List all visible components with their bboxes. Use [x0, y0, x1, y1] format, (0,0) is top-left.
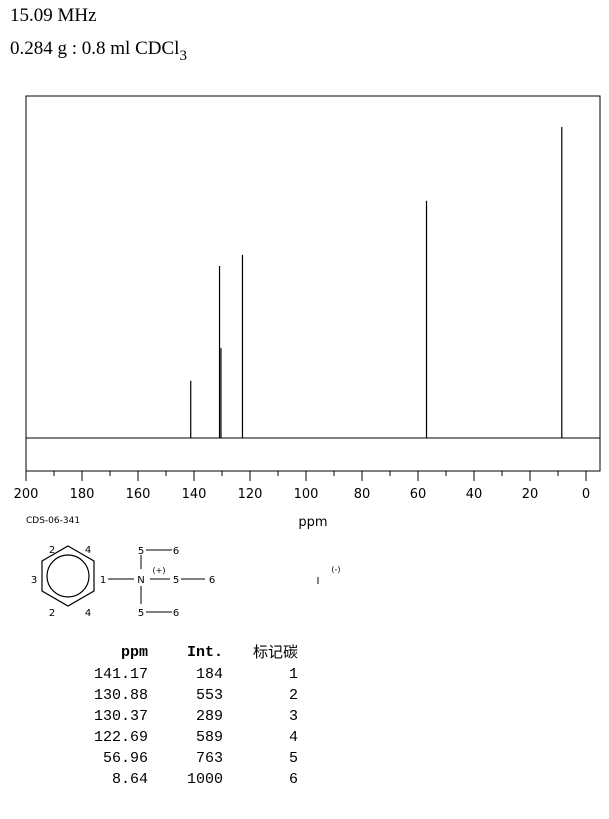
x-axis-ticks: 200 180 160 140 120 100 80 60 40 20 0: [14, 471, 590, 502]
sample-subscript: 3: [179, 48, 187, 64]
table-row: 56.96 763 5: [70, 748, 298, 769]
aromatic-circle: [46, 554, 90, 598]
cell-intensity: 1000: [186, 771, 223, 788]
table-row: 130.37 289 3: [70, 706, 298, 727]
cell-intensity: 553: [195, 687, 223, 704]
x-axis-label: ppm: [298, 515, 327, 530]
x-tick-label: 60: [410, 487, 427, 502]
spectrum-code: CDS-06-341: [26, 516, 81, 526]
chain-label: 6: [173, 608, 179, 619]
x-tick-label: 160: [126, 487, 151, 502]
x-tick-label: 80: [354, 487, 371, 502]
cell-carbon: 6: [288, 771, 298, 788]
table-row: 8.64 1000 6: [70, 769, 298, 790]
iodide-label: I: [317, 576, 320, 587]
header-carbon: 标记碳: [252, 642, 298, 661]
header-intensity: Int.: [186, 643, 223, 661]
ring-label: 1: [100, 575, 106, 586]
positive-charge: (+): [153, 566, 166, 575]
x-tick-label: 180: [70, 487, 95, 502]
nmr-spectrum: 200 180 160 140 120 100 80 60 40 20 0 ppm: [14, 95, 601, 530]
cell-intensity: 289: [195, 708, 223, 725]
ring-label: 2: [49, 545, 55, 556]
cell-ppm: 141.17: [93, 666, 148, 683]
chain-label: 5: [173, 575, 179, 586]
cell-intensity: 763: [195, 750, 223, 767]
cell-ppm: 122.69: [93, 729, 148, 746]
chain-label: 6: [209, 575, 215, 586]
header-ppm: ppm: [120, 643, 148, 661]
x-tick-label: 20: [522, 487, 539, 502]
sample-label: 0.284 g : 0.8 ml CDCl3: [10, 38, 187, 65]
cell-ppm: 130.37: [93, 708, 148, 725]
x-tick-label: 0: [582, 487, 590, 502]
cell-carbon: 3: [288, 708, 298, 725]
table-row: 122.69 589 4: [70, 727, 298, 748]
x-tick-label: 100: [294, 487, 319, 502]
x-tick-label: 200: [14, 487, 39, 502]
chain-label: 5: [138, 608, 144, 619]
table-header-row: ppm Int. 标记碳: [70, 640, 298, 664]
plot-frame: [25, 95, 601, 472]
x-tick-label: 120: [238, 487, 263, 502]
benzene-ring: [41, 545, 95, 607]
ring-label: 4: [85, 608, 91, 619]
cell-intensity: 184: [195, 666, 223, 683]
cell-ppm: 130.88: [93, 687, 148, 704]
table-row: 141.17 184 1: [70, 664, 298, 685]
x-tick-label: 40: [466, 487, 483, 502]
cell-carbon: 4: [288, 729, 298, 746]
cell-carbon: 1: [288, 666, 298, 683]
chain-label: 5: [138, 546, 144, 557]
cell-ppm: 8.64: [111, 771, 148, 788]
ring-label: 3: [31, 575, 37, 586]
peak-table: ppm Int. 标记碳 141.17 184 1 130.88 553 2 130.3…: [70, 640, 298, 790]
sample-main: 0.284 g : 0.8 ml CDCl: [10, 38, 180, 59]
cell-intensity: 589: [195, 729, 223, 746]
negative-charge: (-): [331, 565, 340, 574]
ring-label: 4: [85, 545, 91, 556]
table-row: 130.88 553 2: [70, 685, 298, 706]
frequency-label: 15.09 MHz: [10, 5, 97, 26]
chain-label: 6: [173, 546, 179, 557]
cell-ppm: 56.96: [102, 750, 148, 767]
cell-carbon: 2: [288, 687, 298, 704]
peaks-group: [190, 127, 563, 438]
nitrogen-label: N: [137, 575, 144, 586]
ring-label: 2: [49, 608, 55, 619]
chemical-structure: 2 4 3 1 2 4 N (+) 5 6 5 6 5 6 I (-): [31, 545, 341, 619]
x-tick-label: 140: [182, 487, 207, 502]
cell-carbon: 5: [288, 750, 298, 767]
